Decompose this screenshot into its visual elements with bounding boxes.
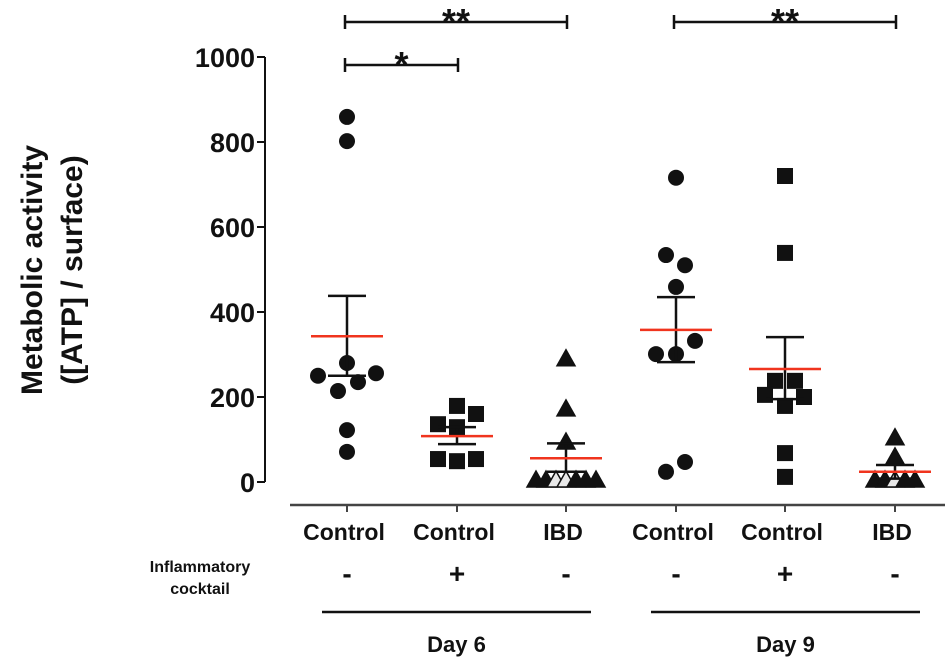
- data-point-circle: [668, 169, 684, 186]
- x-tick-label: Control: [303, 519, 385, 545]
- significance-label: *: [394, 44, 408, 85]
- cocktail-sign: -: [561, 558, 570, 589]
- data-point-square: [468, 406, 484, 422]
- cocktail-sign: +: [449, 558, 465, 589]
- data-point-circle: [339, 133, 355, 150]
- data-point-square: [449, 453, 465, 470]
- data-point-circle: [658, 463, 674, 480]
- cocktail-sign: -: [342, 558, 351, 589]
- data-point-circle: [677, 257, 693, 274]
- significance-bracket: [343, 15, 569, 29]
- y-axis-title: Metabolic activity ([ATP] / surface): [16, 145, 89, 395]
- data-point-circle: [658, 247, 674, 264]
- data-point-square: [777, 445, 793, 462]
- y-tick-label: 400: [210, 298, 255, 328]
- cocktail-label-line2: cocktail: [170, 581, 230, 598]
- data-point-square: [468, 451, 484, 468]
- data-point-circle: [339, 443, 355, 460]
- series-group: [859, 427, 931, 488]
- cocktail-sign: +: [777, 558, 793, 589]
- cocktail-label-line1: Inflammatory: [150, 559, 251, 576]
- data-point-circle: [687, 332, 703, 349]
- significance-label: **: [442, 1, 470, 42]
- group-annotations: Inflammatory cocktail Day 6 Day 9: [150, 559, 920, 657]
- data-point-triangle: [884, 446, 906, 465]
- y-axis: 0 200 400 600 800 1000: [195, 43, 266, 498]
- data-point-circle: [648, 346, 664, 363]
- significance-label: **: [771, 1, 799, 42]
- series-group: [310, 108, 384, 460]
- y-tick-label: 600: [210, 213, 255, 243]
- data-point-triangle: [585, 469, 607, 488]
- data-point-square: [449, 397, 465, 414]
- data-point-circle: [330, 383, 346, 400]
- data-point-square: [777, 244, 793, 261]
- cocktail-sign: -: [890, 558, 899, 589]
- data-point-square: [757, 386, 773, 403]
- x-tick-label: IBD: [872, 519, 912, 545]
- data-point-square: [796, 389, 812, 405]
- data-point-square: [767, 372, 783, 389]
- data-point-square: [777, 397, 793, 414]
- series-group: [421, 397, 493, 470]
- y-tick-label: 800: [210, 128, 255, 158]
- series-group: [640, 169, 712, 480]
- x-tick-label: Control: [741, 519, 823, 545]
- data-point-circle: [310, 367, 326, 384]
- day-label: Day 6: [427, 632, 486, 657]
- data-point-square: [777, 468, 793, 485]
- data-point-square: [430, 451, 446, 468]
- significance-bracket: [343, 58, 460, 72]
- data-points: [310, 108, 931, 488]
- cocktail-sign: -: [671, 558, 680, 589]
- data-point-square: [777, 168, 793, 184]
- y-tick-label: 0: [240, 468, 255, 498]
- data-point-circle: [350, 374, 366, 391]
- significance-brackets: *****: [343, 1, 898, 85]
- data-point-square: [787, 372, 803, 389]
- series-group: [525, 348, 607, 488]
- x-tick-label: Control: [413, 519, 495, 545]
- day-label: Day 9: [756, 632, 815, 657]
- data-point-triangle: [884, 427, 906, 446]
- data-point-circle: [339, 422, 355, 439]
- x-tick-label: Control: [632, 519, 714, 545]
- x-tick-label: IBD: [543, 519, 583, 545]
- y-tick-label: 1000: [195, 43, 255, 73]
- data-point-circle: [368, 365, 384, 382]
- data-point-circle: [677, 454, 693, 471]
- y-tick-label: 200: [210, 383, 255, 413]
- data-point-triangle: [555, 348, 577, 367]
- data-point-circle: [339, 108, 355, 125]
- x-axis: Control - Control + IBD - Control - Control + IBD -: [290, 503, 945, 589]
- y-axis-title-line2: ([ATP] / surface): [56, 155, 89, 384]
- data-point-square: [430, 416, 446, 433]
- series-group: [749, 168, 821, 485]
- y-axis-title-line1: Metabolic activity: [16, 145, 49, 395]
- data-point-triangle: [555, 398, 577, 417]
- data-point-circle: [668, 278, 684, 295]
- significance-bracket: [672, 15, 898, 29]
